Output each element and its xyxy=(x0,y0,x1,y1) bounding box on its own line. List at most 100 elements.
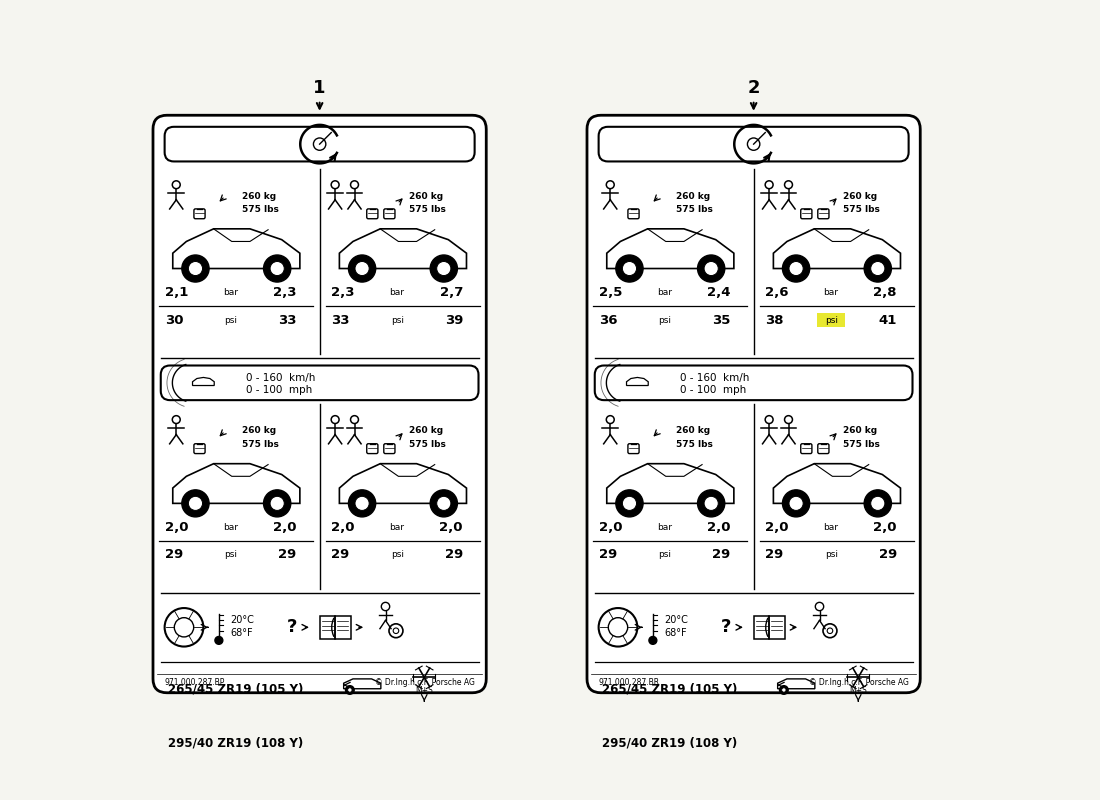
FancyBboxPatch shape xyxy=(384,444,395,454)
FancyBboxPatch shape xyxy=(628,209,639,218)
Circle shape xyxy=(182,490,209,517)
Text: 36: 36 xyxy=(598,314,617,326)
Circle shape xyxy=(865,490,891,517)
Circle shape xyxy=(437,262,451,275)
FancyBboxPatch shape xyxy=(817,209,829,218)
Circle shape xyxy=(616,490,644,517)
FancyBboxPatch shape xyxy=(366,444,378,454)
Text: psi: psi xyxy=(224,550,236,559)
Circle shape xyxy=(430,490,458,517)
Text: © Dr.Ing.h.c.F. Porsche AG: © Dr.Ing.h.c.F. Porsche AG xyxy=(375,678,474,687)
Text: 29: 29 xyxy=(278,549,296,562)
Circle shape xyxy=(697,490,725,517)
Text: ?: ? xyxy=(722,618,732,636)
Text: bar: bar xyxy=(223,288,238,297)
Circle shape xyxy=(264,490,290,517)
Text: 38: 38 xyxy=(766,314,783,326)
Text: 260 kg: 260 kg xyxy=(676,192,711,201)
Text: psi: psi xyxy=(224,315,236,325)
Circle shape xyxy=(704,496,718,510)
Text: 2,0: 2,0 xyxy=(707,521,730,534)
Text: 575 lbs: 575 lbs xyxy=(843,205,880,214)
Text: 575 lbs: 575 lbs xyxy=(242,205,279,214)
Text: 260 kg: 260 kg xyxy=(676,426,711,435)
Text: 0 - 160  km/h: 0 - 160 km/h xyxy=(680,373,749,382)
Text: 2,0: 2,0 xyxy=(873,521,896,534)
Text: psi: psi xyxy=(825,550,837,559)
Text: ?: ? xyxy=(287,618,298,636)
Text: 2,0: 2,0 xyxy=(766,521,789,534)
Text: 2,8: 2,8 xyxy=(873,286,896,299)
Circle shape xyxy=(871,496,884,510)
Text: 0 - 100  mph: 0 - 100 mph xyxy=(680,385,746,394)
Circle shape xyxy=(430,255,458,282)
Text: bar: bar xyxy=(389,288,405,297)
Circle shape xyxy=(188,262,202,275)
Circle shape xyxy=(697,255,725,282)
Text: 971.000.287.BP: 971.000.287.BP xyxy=(165,678,226,687)
FancyBboxPatch shape xyxy=(587,115,921,693)
Circle shape xyxy=(649,637,657,644)
Text: 29: 29 xyxy=(766,549,783,562)
Text: 29: 29 xyxy=(712,549,730,562)
Text: 68°F: 68°F xyxy=(231,629,253,638)
Text: 575 lbs: 575 lbs xyxy=(676,205,713,214)
Text: 2,0: 2,0 xyxy=(440,521,463,534)
Text: 575 lbs: 575 lbs xyxy=(676,439,713,449)
Circle shape xyxy=(355,743,363,752)
FancyBboxPatch shape xyxy=(801,444,812,454)
Circle shape xyxy=(349,490,376,517)
FancyBboxPatch shape xyxy=(817,313,845,327)
FancyBboxPatch shape xyxy=(161,366,478,400)
Circle shape xyxy=(348,688,352,692)
Text: 68°F: 68°F xyxy=(664,629,688,638)
Text: 20°C: 20°C xyxy=(664,614,689,625)
Text: 29: 29 xyxy=(444,549,463,562)
Text: M+S: M+S xyxy=(849,686,867,695)
Text: 265/45 ZR19 (105 Y): 265/45 ZR19 (105 Y) xyxy=(603,682,738,695)
Text: bar: bar xyxy=(389,522,405,532)
Circle shape xyxy=(271,496,284,510)
Text: bar: bar xyxy=(223,522,238,532)
Text: psi: psi xyxy=(390,315,404,325)
Text: 260 kg: 260 kg xyxy=(843,426,877,435)
Circle shape xyxy=(214,637,223,644)
Text: 260 kg: 260 kg xyxy=(409,192,443,201)
Circle shape xyxy=(871,262,884,275)
Text: bar: bar xyxy=(657,522,672,532)
Circle shape xyxy=(437,496,451,510)
FancyBboxPatch shape xyxy=(165,126,474,162)
Text: 2,5: 2,5 xyxy=(598,286,622,299)
Text: psi: psi xyxy=(390,550,404,559)
Circle shape xyxy=(623,262,637,275)
Circle shape xyxy=(349,255,376,282)
Circle shape xyxy=(789,496,803,510)
Circle shape xyxy=(789,743,797,752)
Circle shape xyxy=(865,255,891,282)
Text: 260 kg: 260 kg xyxy=(843,192,877,201)
Text: 0 - 160  km/h: 0 - 160 km/h xyxy=(246,373,316,382)
Text: 41: 41 xyxy=(879,314,896,326)
Text: 30: 30 xyxy=(165,314,183,326)
FancyBboxPatch shape xyxy=(595,366,913,400)
FancyBboxPatch shape xyxy=(153,115,486,693)
Circle shape xyxy=(704,262,718,275)
Text: 2,0: 2,0 xyxy=(598,521,623,534)
Text: 2: 2 xyxy=(747,79,760,98)
Text: 295/40 ZR19 (108 Y): 295/40 ZR19 (108 Y) xyxy=(603,736,738,750)
Text: bar: bar xyxy=(824,288,838,297)
Circle shape xyxy=(782,688,786,692)
Text: psi: psi xyxy=(658,315,671,325)
Circle shape xyxy=(623,496,637,510)
Circle shape xyxy=(345,686,354,694)
Text: 29: 29 xyxy=(331,549,350,562)
Text: 971.000.287.BR: 971.000.287.BR xyxy=(598,678,660,687)
Circle shape xyxy=(188,496,202,510)
FancyBboxPatch shape xyxy=(598,126,909,162)
FancyBboxPatch shape xyxy=(366,209,378,218)
Text: 2,6: 2,6 xyxy=(766,286,789,299)
Circle shape xyxy=(782,255,810,282)
FancyBboxPatch shape xyxy=(194,209,205,218)
FancyBboxPatch shape xyxy=(384,209,395,218)
Text: 33: 33 xyxy=(278,314,296,326)
